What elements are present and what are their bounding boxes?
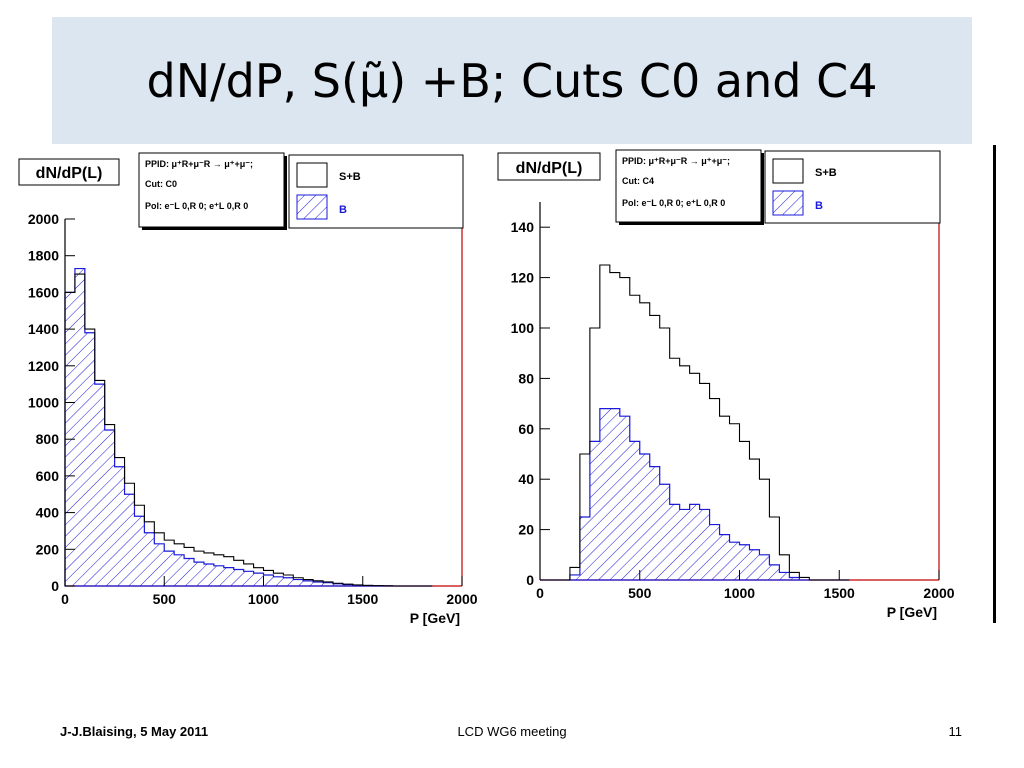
chart1-info-box — [138, 152, 285, 228]
chart1-ytick-label: 2000 — [28, 211, 59, 227]
chart1-series-b — [64, 267, 433, 587]
chart-c4-svg: 0 20 40 60 80 100 120 140 0 500 1000 1500 2000 P [GeV… — [497, 149, 955, 620]
footer-page-number: 11 — [948, 724, 963, 739]
chart2-legend-swatch-b — [772, 190, 804, 216]
chart1-xtick-label: 0 — [61, 591, 69, 607]
chart-c0-svg: 0 200 400 600 800 1000 1200 1400 1600 1800 2000 0 50… — [18, 152, 478, 626]
slide-title: dN/dP, S(μ̃) +B; Cuts C0 and C4 — [146, 53, 878, 108]
chart2-series-b — [540, 408, 850, 581]
chart2-xtick-label: 0 — [536, 585, 544, 601]
chart2-xtick-label: 1000 — [724, 585, 755, 601]
chart2-info-cut: Cut: C4 — [622, 176, 654, 186]
chart1-ytick-label: 1200 — [28, 358, 59, 374]
chart1-ytick-label: 1800 — [28, 248, 59, 264]
divider-line — [993, 145, 996, 623]
chart1-legend-label-sb: S+B — [339, 171, 361, 183]
chart2-legend-label-b: B — [815, 200, 823, 212]
chart1-xtick-label: 1500 — [347, 591, 378, 607]
chart1-xtick-label: 1000 — [248, 591, 279, 607]
chart2-title-box — [497, 152, 601, 181]
chart1-ytick-label: 200 — [36, 541, 60, 557]
chart1-info-cut: Cut: C0 — [145, 179, 177, 189]
chart1-info-pol: Pol: e⁻L 0,R 0; e⁺L 0,R 0 — [145, 201, 248, 211]
chart1-ytick-label: 0 — [51, 578, 59, 594]
chart2-ytick-label: 140 — [511, 219, 535, 235]
chart1-ytick-label: 400 — [36, 505, 60, 521]
chart2-legend-label-sb: S+B — [815, 167, 837, 179]
chart2-ytick-label: 100 — [511, 320, 535, 336]
chart1-title-box — [18, 158, 120, 186]
chart1-ytick-label: 1000 — [28, 395, 59, 411]
chart1-xtick-label: 500 — [153, 591, 177, 607]
chart2-title: dN/dP(L) — [516, 160, 583, 177]
chart1-ytick-label: 1400 — [28, 321, 59, 337]
chart2-ytick-label: 40 — [518, 471, 534, 487]
chart2-ytick-label: 80 — [518, 370, 534, 386]
chart1-ytick-label: 800 — [36, 431, 60, 447]
chart2-legend-swatch-sb — [772, 158, 804, 184]
footer-meeting: LCD WG6 meeting — [457, 724, 567, 739]
chart1-xlabel: P [GeV] — [410, 610, 460, 626]
chart1-legend-swatch-b — [296, 194, 328, 220]
chart2-ytick-label: 0 — [526, 572, 534, 588]
chart2-xtick-label: 1500 — [824, 585, 855, 601]
chart2-ytick-label: 120 — [511, 270, 535, 286]
chart1-xtick-label: 2000 — [446, 591, 477, 607]
chart1-ytick-label: 1600 — [28, 284, 59, 300]
footer-author-date: J-J.Blaising, 5 May 2011 — [60, 724, 209, 739]
chart2-info-ppid: PPID: μ⁺R+μ⁻R → μ⁺+μ⁻; — [622, 156, 730, 166]
chart1-info-ppid: PPID: μ⁺R+μ⁻R → μ⁺+μ⁻; — [145, 159, 253, 169]
chart-c4: 0 20 40 60 80 100 120 140 0 500 1000 1500 2000 P [GeV… — [490, 145, 980, 625]
chart1-series-sb — [64, 273, 433, 587]
chart2-xlabel: P [GeV] — [887, 604, 937, 620]
chart2-ytick-label: 20 — [518, 522, 534, 538]
chart1-ytick-label: 600 — [36, 468, 60, 484]
chart2-series-sb — [540, 264, 850, 581]
chart1-legend-label-b: B — [339, 204, 347, 216]
chart1-legend-swatch-sb — [296, 162, 328, 188]
chart2-info-box — [615, 149, 762, 223]
chart2-ytick-label: 60 — [518, 421, 534, 437]
chart2-xtick-label: 2000 — [923, 585, 954, 601]
chart1-title: dN/dP(L) — [36, 165, 103, 182]
title-band: dN/dP, S(μ̃) +B; Cuts C0 and C4 — [52, 17, 972, 144]
chart2-info-pol: Pol: e⁻L 0,R 0; e⁺L 0,R 0 — [622, 198, 725, 208]
chart2-xtick-label: 500 — [628, 585, 652, 601]
chart-c0: 0 200 400 600 800 1000 1200 1400 1600 1800 2000 0 50… — [10, 150, 490, 630]
